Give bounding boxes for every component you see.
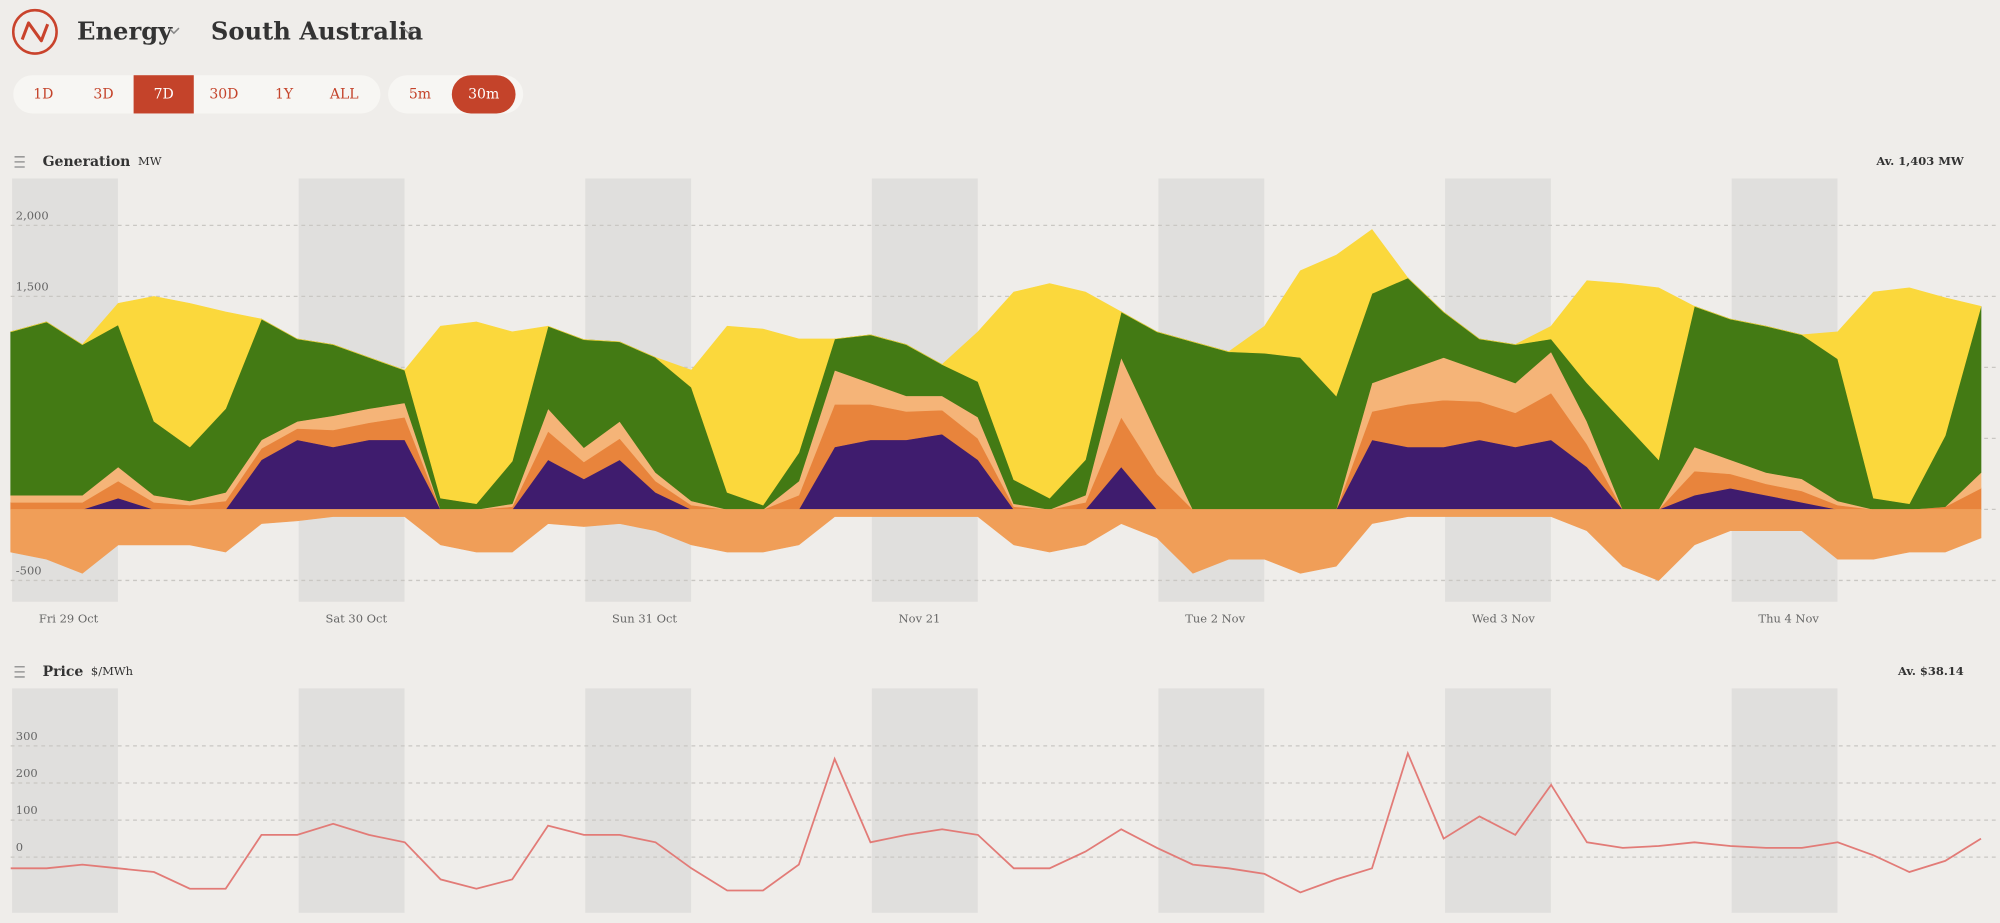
y-tick-label: 1,500 [16,279,49,293]
y-tick-label: -500 [16,564,42,578]
logo[interactable] [11,8,58,55]
menu-icon [14,665,25,678]
button-label[interactable]: 7D [154,86,174,102]
panel-average: Av. $38.14 [1897,664,1964,678]
region-select[interactable]: South Australia [211,17,424,46]
button-label[interactable]: ALL [329,86,359,102]
night-shade [1731,688,1838,913]
panel-average: Av. 1,403 MW [1875,154,1965,168]
chevron [402,27,415,35]
range-group [13,75,381,114]
x-tick-label: Wed 3 Nov [1472,612,1536,626]
night-shade [298,688,405,913]
button-label[interactable]: 5m [409,86,431,102]
night-shade [1158,688,1265,913]
x-tick-label: Tue 2 Nov [1185,612,1245,626]
y-tick-label: 2,000 [16,208,49,222]
button-label[interactable]: 1D [33,86,53,102]
y-tick-label: 100 [16,803,38,817]
x-tick-label: Sat 30 Oct [325,612,387,626]
y-tick-label: 200 [16,766,38,780]
night-shade [12,688,118,913]
menu-icon [14,156,25,168]
button-label[interactable]: 30m [468,86,499,102]
button-label[interactable]: 1Y [275,86,294,102]
area-series [10,229,1982,506]
button-label[interactable]: 30D [209,86,238,102]
button-label[interactable]: 3D [93,86,113,102]
y-tick-label: 300 [16,729,38,743]
buttons: 1D 3D 7D 30D 1Y ALL 5m 30m [33,75,516,114]
night-shade [1445,688,1551,913]
x-tick-label: Nov 21 [899,612,941,626]
price-line [10,750,1982,894]
button-active [133,75,194,114]
panel-unit: MW [138,154,162,168]
chevron [168,27,180,35]
x-tick-label: Sun 31 Oct [612,612,677,626]
area-series [10,509,1982,581]
x-tick-label: Fri 29 Oct [39,612,99,626]
x-tick-label: Thu 4 Nov [1758,612,1819,626]
panel-title: Price [43,664,84,680]
night-shade [871,688,978,913]
y-tick-label: 0 [16,840,23,854]
section-select[interactable]: Energy [77,17,173,46]
button-active [451,75,516,114]
panel-unit: $/MWh [91,664,134,678]
night-shade [585,688,692,913]
panel-title: Generation [43,154,131,170]
